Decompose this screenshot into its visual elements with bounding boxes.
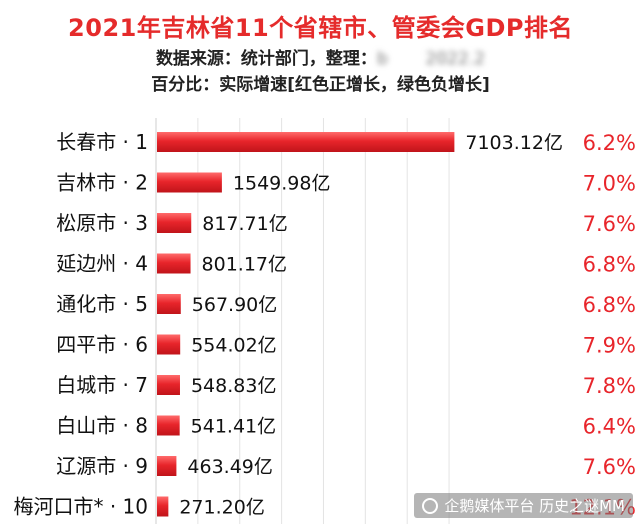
value-label: 271.20亿 <box>179 497 264 519</box>
growth-note: 百分比：实际增速[红色正增长，绿色负增长] <box>151 75 490 95</box>
category-label: 白山市 · 8 <box>56 414 148 438</box>
bar <box>157 375 180 395</box>
bar <box>157 132 455 152</box>
bar <box>157 213 192 233</box>
bar <box>157 294 181 314</box>
bar <box>157 253 191 274</box>
category-label: 松原市 · 3 <box>56 211 148 235</box>
value-label: 554.02亿 <box>191 335 276 357</box>
growth-label: 6.2% <box>583 131 636 155</box>
growth-label: 7.8% <box>583 374 636 398</box>
data-source-line: 数据来源：统计部门，整理：b 2022.2 <box>0 44 641 69</box>
growth-label: 6.8% <box>583 293 636 317</box>
category-label: 梅河口市* · 10 <box>13 495 148 519</box>
bar <box>157 334 181 355</box>
growth-label: 6.4% <box>583 415 636 439</box>
growth-label: 7.6% <box>583 455 636 479</box>
category-label: 长春市 · 1 <box>56 130 148 154</box>
watermark: 企鹅媒体平台 历史之谜MM <box>414 493 633 518</box>
category-label: 辽源市 · 9 <box>56 454 148 478</box>
penguin-logo-icon <box>422 497 439 514</box>
value-label: 567.90亿 <box>192 294 277 316</box>
blurred-author: b 2022.2 <box>376 49 486 69</box>
category-label: 四平市 · 6 <box>56 333 148 357</box>
growth-label: 7.0% <box>583 172 636 196</box>
bar <box>157 496 169 517</box>
category-label: 通化市 · 5 <box>56 292 148 316</box>
value-label: 541.41亿 <box>191 416 276 438</box>
category-label: 吉林市 · 2 <box>56 171 148 195</box>
value-label: 817.71亿 <box>202 213 287 235</box>
value-label: 7103.12亿 <box>465 132 563 154</box>
value-label: 1549.98亿 <box>233 173 331 195</box>
category-label: 白城市 · 7 <box>56 373 148 397</box>
bar <box>157 172 222 193</box>
bar <box>157 456 177 476</box>
growth-label: 7.9% <box>583 334 636 358</box>
value-label: 463.49亿 <box>187 456 272 478</box>
growth-label: 7.6% <box>583 212 636 236</box>
value-label: 548.83亿 <box>191 375 276 397</box>
value-label: 801.17亿 <box>202 254 287 276</box>
chart-title: 2021年吉林省11个省辖市、管委会GDP排名 <box>68 14 573 42</box>
data-source-text: 数据来源：统计部门，整理： <box>155 49 377 69</box>
bar <box>157 415 180 436</box>
category-label: 延边州 · 4 <box>56 252 148 276</box>
watermark-text: 企鹅媒体平台 历史之谜MM <box>444 497 625 515</box>
growth-label: 6.8% <box>583 253 636 277</box>
